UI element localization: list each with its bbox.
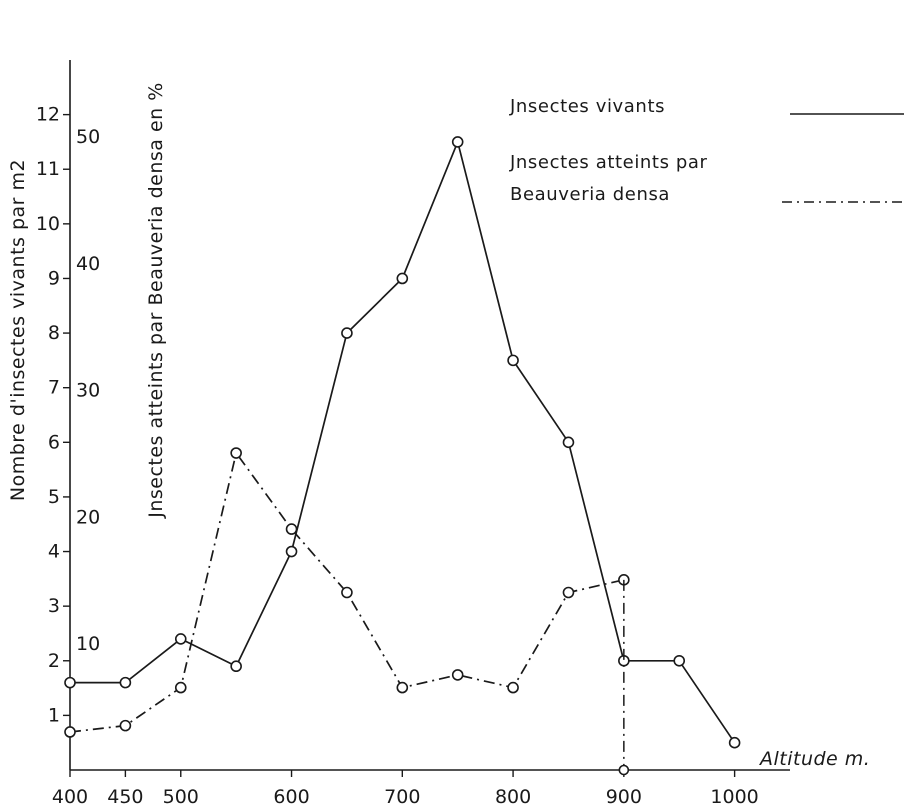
data-point-0 bbox=[230, 660, 242, 673]
data-point-0 bbox=[728, 736, 741, 749]
y-left-tick-label: 2 bbox=[48, 650, 60, 672]
data-point-1 bbox=[507, 681, 519, 694]
legend: Jnsectes vivants Jnsectes atteints par B… bbox=[509, 96, 904, 205]
data-point-0 bbox=[396, 272, 409, 285]
y-right-tick-label: 30 bbox=[76, 380, 100, 402]
drop-line-end-point bbox=[618, 764, 630, 776]
x-tick-label: 450 bbox=[107, 786, 143, 808]
y-left-tick-label: 8 bbox=[48, 322, 60, 344]
data-point-1 bbox=[396, 681, 409, 694]
y-axis-right-title: Jnsectes atteints par Beauveria densa en… bbox=[145, 82, 167, 519]
y-right-tick-label: 50 bbox=[76, 126, 100, 148]
data-point-0 bbox=[64, 676, 76, 689]
y-left-tick-label: 5 bbox=[48, 486, 60, 508]
legend-label-affected-line2: Beauveria densa bbox=[510, 184, 670, 205]
x-tick-label: 600 bbox=[273, 786, 309, 808]
chart-series-layer bbox=[64, 136, 741, 776]
data-point-0 bbox=[341, 327, 353, 339]
data-point-1 bbox=[230, 447, 242, 459]
data-point-0 bbox=[119, 676, 132, 689]
x-tick-label: 500 bbox=[163, 786, 199, 808]
data-point-0 bbox=[285, 545, 298, 558]
chart-text-layer: Nombre d'insectes vivants par m2 Jnsecte… bbox=[7, 82, 904, 808]
y-right-tick-label: 40 bbox=[76, 253, 100, 275]
y-left-tick-label: 12 bbox=[36, 104, 60, 126]
data-point-1 bbox=[285, 523, 298, 535]
x-tick-label: 900 bbox=[606, 786, 642, 808]
series-line-1 bbox=[69, 452, 624, 733]
data-point-0 bbox=[673, 654, 686, 667]
series-line-0 bbox=[70, 141, 736, 744]
y-left-tick-label: 7 bbox=[48, 377, 60, 399]
x-tick-label: 800 bbox=[495, 786, 531, 808]
y-left-tick-label: 1 bbox=[48, 704, 60, 726]
data-point-1 bbox=[119, 719, 132, 732]
chart-axes bbox=[63, 60, 790, 777]
y-left-tick-label: 11 bbox=[36, 158, 60, 180]
y-left-tick-label: 6 bbox=[48, 431, 60, 453]
data-point-0 bbox=[507, 354, 519, 367]
x-tick-label: 1000 bbox=[710, 786, 758, 808]
data-point-1 bbox=[562, 586, 575, 599]
y-left-tick-label: 10 bbox=[36, 213, 60, 235]
y-right-tick-label: 20 bbox=[76, 506, 100, 528]
legend-label-living: Jnsectes vivants bbox=[509, 96, 665, 117]
y-right-tick-label: 10 bbox=[76, 633, 100, 655]
legend-label-affected-line1: Jnsectes atteints par bbox=[509, 152, 708, 173]
data-point-0 bbox=[562, 436, 575, 449]
x-tick-label: 400 bbox=[52, 786, 88, 808]
data-point-1 bbox=[64, 726, 76, 738]
y-left-tick-label: 4 bbox=[48, 541, 60, 563]
data-point-0 bbox=[451, 136, 464, 148]
y-left-tick-label: 3 bbox=[48, 595, 60, 617]
y-axis-left-title: Nombre d'insectes vivants par m2 bbox=[7, 159, 29, 501]
data-point-0 bbox=[174, 633, 187, 645]
y-left-tick-label: 9 bbox=[48, 267, 60, 289]
x-tick-label: 700 bbox=[384, 786, 420, 808]
data-point-1 bbox=[451, 669, 464, 681]
data-point-1 bbox=[174, 681, 187, 694]
data-point-1 bbox=[341, 586, 353, 599]
x-axis-title: Altitude m. bbox=[758, 748, 870, 770]
